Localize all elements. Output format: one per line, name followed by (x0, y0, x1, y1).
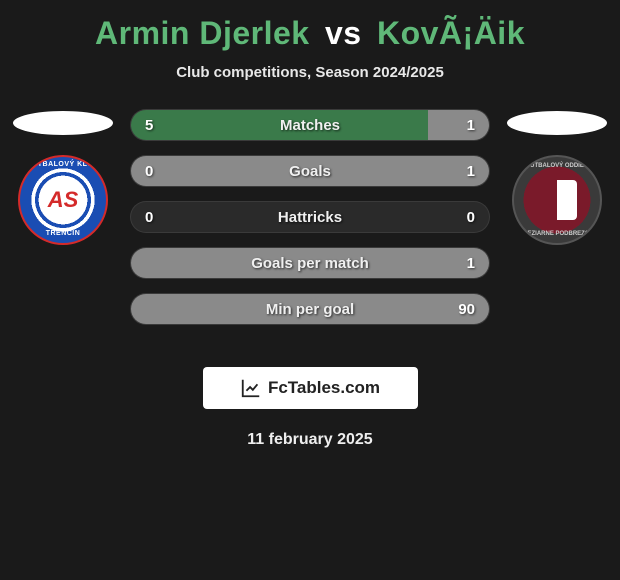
player1-name: Armin Djerlek (95, 15, 310, 51)
badge-ring-text: ŽELEZIARNE PODBREZOVÁ (514, 231, 600, 237)
vs-text: vs (325, 15, 362, 51)
stat-row: Min per goal90 (130, 293, 490, 325)
stat-label: Hattricks (131, 209, 489, 226)
club-badge-trencin: FUTBALOVÝ KLUB TRENČÍN (18, 155, 108, 245)
stat-row: 5Matches1 (130, 109, 490, 141)
subtitle: Club competitions, Season 2024/2025 (0, 64, 620, 81)
left-club-column: FUTBALOVÝ KLUB TRENČÍN (8, 111, 118, 245)
stat-value-right: 1 (467, 255, 475, 272)
chart-icon (240, 377, 262, 399)
badge-ring-text: FUTBALOVÝ KLUB (20, 161, 106, 168)
stat-label: Min per goal (131, 301, 489, 318)
player2-silhouette (507, 111, 607, 135)
stat-value-right: 90 (458, 301, 475, 318)
right-club-column: FUTBALOVÝ ODDIEL ŽELEZIARNE PODBREZOVÁ (502, 111, 612, 245)
stat-row: 0Goals1 (130, 155, 490, 187)
stat-rows: 5Matches10Goals10Hattricks0Goals per mat… (130, 109, 490, 325)
stat-row: Goals per match1 (130, 247, 490, 279)
badge-ring-text: FUTBALOVÝ ODDIEL (514, 163, 600, 169)
stats-area: FUTBALOVÝ KLUB TRENČÍN FUTBALOVÝ ODDIEL … (0, 119, 620, 349)
stat-label: Matches (131, 117, 489, 134)
stat-row: 0Hattricks0 (130, 201, 490, 233)
date-text: 11 february 2025 (0, 431, 620, 449)
badge-ring-text: TRENČÍN (20, 230, 106, 237)
player1-silhouette (13, 111, 113, 135)
club-badge-podbrezova: FUTBALOVÝ ODDIEL ŽELEZIARNE PODBREZOVÁ (512, 155, 602, 245)
comparison-card: Armin Djerlek vs KovÃ¡Äik Club competiti… (0, 0, 620, 459)
stat-value-right: 0 (467, 209, 475, 226)
page-title: Armin Djerlek vs KovÃ¡Äik (0, 15, 620, 52)
stat-value-right: 1 (467, 163, 475, 180)
stat-label: Goals per match (131, 255, 489, 272)
stat-label: Goals (131, 163, 489, 180)
stat-value-right: 1 (467, 117, 475, 134)
brand-text: FcTables.com (268, 378, 380, 398)
player2-name: KovÃ¡Äik (377, 15, 525, 51)
brand-badge[interactable]: FcTables.com (203, 367, 418, 409)
